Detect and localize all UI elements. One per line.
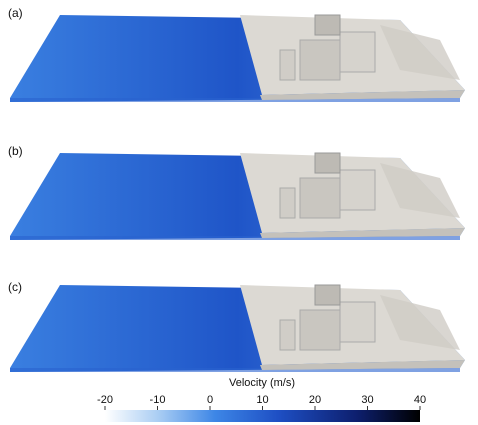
colorbar-tick-label: 30 [361,394,373,406]
colorbar [105,410,420,422]
colorbar-tick-label: 40 [414,394,426,406]
panel-a: (a) [8,6,465,102]
panel-label: (a) [8,6,23,20]
colorbar-ticks: -20 -10 0 10 20 30 40 [97,394,426,410]
figure: (a) (b) (c) Velocity (m/s) -20 -10 0 10 20 30… [0,0,478,425]
colorbar-tick-label: 10 [256,394,268,406]
panel-label: (c) [8,280,22,294]
panel-label: (b) [8,144,23,158]
panel-c: (c) [8,280,465,372]
colorbar-tick-label: -10 [150,394,166,406]
colorbar-tick-label: 0 [207,394,213,406]
colorbar-tick-label: 20 [309,394,321,406]
colorbar-title: Velocity (m/s) [229,377,295,389]
panel-b: (b) [8,144,465,240]
colorbar-tick-label: -20 [97,394,113,406]
